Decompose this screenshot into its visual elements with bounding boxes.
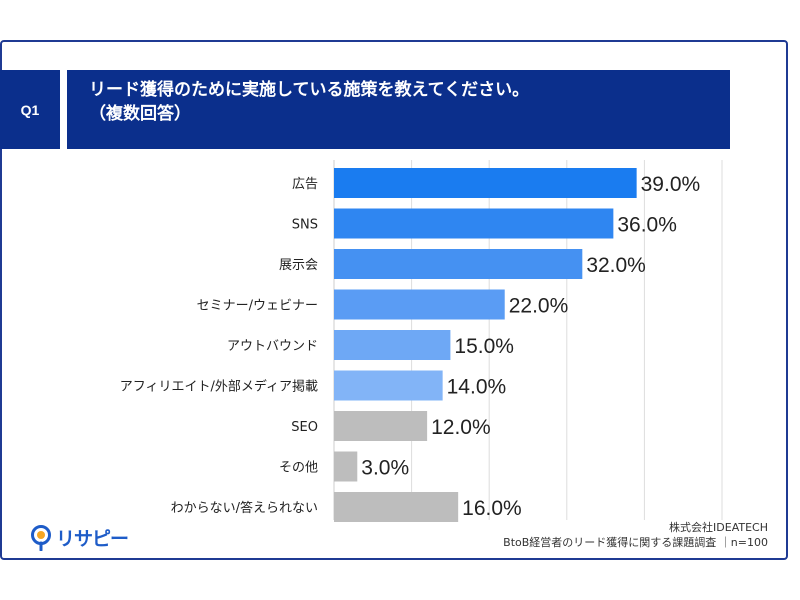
source-company: 株式会社IDEATECH <box>669 521 768 534</box>
pin-logo-icon <box>31 524 51 551</box>
category-label: SNS <box>292 218 318 233</box>
bar <box>334 451 358 482</box>
category-label: アフィリエイト/外部メディア掲載 <box>120 379 318 395</box>
value-label: 3.0% <box>361 457 409 480</box>
category-label: 広告 <box>292 177 318 192</box>
category-label: わからない/答えられない <box>171 500 318 516</box>
category-label: セミナー/ウェビナー <box>197 299 318 314</box>
bar <box>334 289 505 320</box>
bar <box>334 492 459 522</box>
bar <box>334 330 451 360</box>
question-number-text: Q1 <box>20 101 40 118</box>
source-survey: BtoB経営者のリード獲得に関する課題調査 ｜n=100 <box>503 536 768 549</box>
value-label: 14.0% <box>447 376 507 399</box>
category-label: 展示会 <box>279 258 318 273</box>
question-text: リード獲得のために実施している施策を教えてください。 <box>89 80 530 100</box>
value-label: 15.0% <box>454 335 514 358</box>
bar <box>334 168 637 198</box>
value-label: 32.0% <box>586 254 646 277</box>
category-label: SEO <box>291 420 318 435</box>
bar <box>334 208 614 239</box>
value-label: 39.0% <box>641 173 701 196</box>
value-label: 22.0% <box>509 295 569 318</box>
category-label: アウトバウンド <box>227 339 318 354</box>
bar <box>334 370 443 401</box>
bar <box>334 411 428 441</box>
question-banner: リード獲得のために実施している施策を教えてください。 （複数回答） <box>67 70 730 149</box>
value-label: 16.0% <box>462 497 522 520</box>
bar <box>334 249 583 279</box>
category-label: その他 <box>279 461 318 476</box>
outer-frame <box>0 40 788 560</box>
source-note: 株式会社IDEATECH BtoB経営者のリード獲得に関する課題調査 ｜n=10… <box>503 520 768 550</box>
value-label: 36.0% <box>617 214 677 237</box>
question-note: （複数回答） <box>89 104 191 124</box>
question-number: Q1 <box>0 70 60 149</box>
risapy-logo: リサピー <box>30 524 129 551</box>
value-label: 12.0% <box>431 416 491 439</box>
logo-text: リサピー <box>56 528 129 550</box>
